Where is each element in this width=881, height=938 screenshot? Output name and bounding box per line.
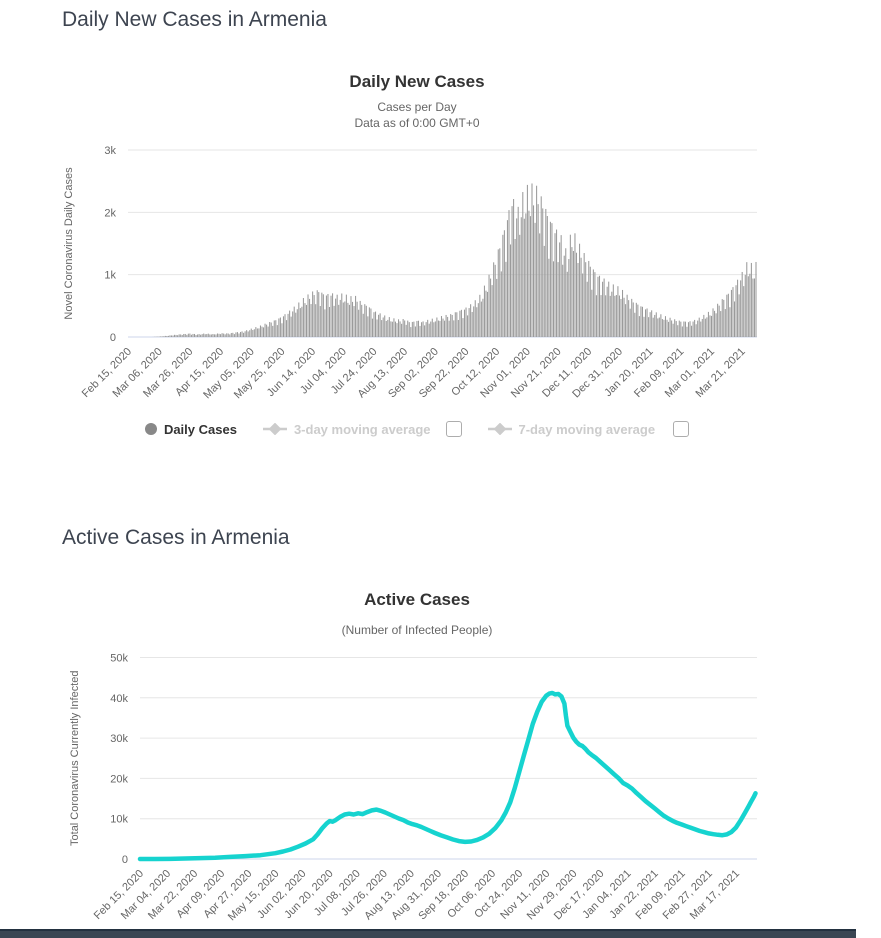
active-subtitle-line1: (Number of Infected People)	[341, 623, 493, 637]
legend-label-3day-average: 3-day moving average	[293, 421, 431, 437]
active-section-heading: Active Cases in Armenia	[62, 526, 290, 549]
daily-subtitle-line1: Cases per Day	[377, 100, 457, 114]
svg-text:Total Coronavirus Currently In: Total Coronavirus Currently Infected	[69, 671, 81, 846]
line-diamond-marker-icon	[262, 423, 287, 435]
legend-checkbox-3day-average[interactable]	[445, 421, 462, 437]
daily-chart-legend: Daily Cases 3-day moving average 7-day m…	[0, 421, 834, 437]
legend-checkbox-7day-average[interactable]	[673, 421, 690, 437]
daily-chart-subtitle: Cases per Day Data as of 0:00 GMT+0	[0, 99, 834, 131]
svg-text:1k: 1k	[104, 270, 116, 282]
svg-text:10k: 10k	[110, 814, 128, 826]
svg-text:40k: 40k	[110, 693, 128, 705]
legend-item-daily-cases[interactable]: Daily Cases	[144, 421, 237, 437]
legend-label-7day-average: 7-day moving average	[518, 421, 656, 437]
legend-item-7day-average[interactable]: 7-day moving average	[487, 421, 656, 437]
svg-text:2k: 2k	[104, 207, 116, 219]
footer-bar	[0, 929, 856, 938]
active-chart-title: Active Cases	[364, 590, 470, 609]
svg-text:3k: 3k	[104, 145, 116, 157]
svg-text:0: 0	[110, 332, 116, 344]
line-diamond-marker-icon	[487, 423, 512, 435]
legend-label-daily-cases: Daily Cases	[163, 421, 237, 437]
svg-text:Novel Coronavirus Daily Cases: Novel Coronavirus Daily Cases	[63, 167, 75, 320]
circle-marker-icon	[144, 423, 157, 435]
legend-item-3day-average[interactable]: 3-day moving average	[262, 421, 431, 437]
svg-text:50k: 50k	[110, 653, 128, 665]
active-chart-subtitle: (Number of Infected People)	[0, 622, 834, 638]
svg-text:20k: 20k	[110, 773, 128, 785]
daily-subtitle-line2: Data as of 0:00 GMT+0	[354, 116, 480, 130]
daily-chart-title: Daily New Cases	[349, 72, 485, 91]
daily-section-heading: Daily New Cases in Armenia	[62, 8, 327, 31]
svg-text:30k: 30k	[110, 733, 128, 745]
svg-text:0: 0	[122, 854, 128, 866]
